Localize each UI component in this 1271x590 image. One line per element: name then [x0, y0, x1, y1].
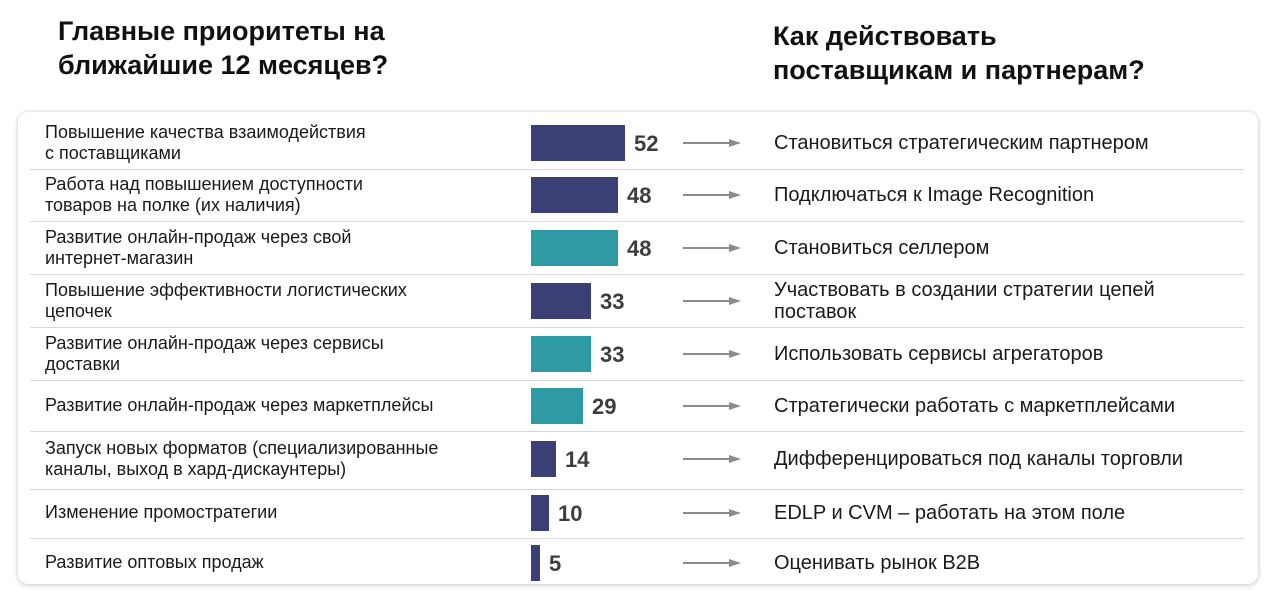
row-divider [30, 274, 1244, 275]
priority-bar-value: 29 [592, 394, 617, 419]
priority-label: Развитие оптовых продаж [45, 552, 264, 572]
priority-bar-value: 48 [627, 236, 652, 261]
right-arrow-icon [683, 350, 741, 358]
actions-heading-line-1: Как действовать [773, 21, 997, 51]
row-divider [30, 431, 1244, 432]
priority-label: Изменение промостратегии [45, 502, 278, 522]
priority-label: Развитие онлайн-продаж через маркетплейс… [45, 395, 434, 415]
action-label: Участвовать в создании стратегии цепей п… [774, 279, 1155, 323]
priority-label: Повышение качества взаимодействия с пост… [45, 122, 366, 163]
right-arrow-icon [683, 509, 741, 517]
priority-bar [531, 230, 618, 266]
right-arrow-icon [683, 455, 741, 463]
priorities-heading-line-2: ближайшие 12 месяцев? [58, 50, 389, 80]
action-label: Становиться селлером [774, 237, 990, 259]
priority-bar-value: 48 [627, 183, 652, 208]
priority-label: Развитие онлайн-продаж через свой интерн… [45, 227, 352, 268]
priority-bar [531, 336, 591, 372]
priorities-heading: Главные приоритеты на ближайшие 12 месяц… [58, 14, 388, 82]
priority-bar-value: 10 [558, 501, 583, 526]
action-label: Становиться стратегическим партнером [774, 132, 1149, 154]
row-divider [30, 327, 1244, 328]
action-label: Использовать сервисы агрегаторов [774, 343, 1104, 365]
right-arrow-icon [683, 191, 741, 199]
action-label: Стратегически работать с маркетплейсами [774, 395, 1176, 417]
priority-bar [531, 495, 549, 531]
priority-bar [531, 125, 625, 161]
priority-label: Повышение эффективности логистических це… [45, 280, 407, 321]
priority-bar [531, 441, 556, 477]
right-arrow-icon [683, 139, 741, 147]
row-divider [30, 538, 1244, 539]
priority-label: Работа над повышением доступности товаро… [45, 174, 363, 215]
priority-bar [531, 388, 583, 424]
priority-bar [531, 283, 591, 319]
right-arrow-icon [683, 244, 741, 252]
actions-heading-line-2: поставщикам и партнерам? [773, 55, 1145, 85]
priority-bar-value: 33 [600, 289, 625, 314]
row-divider [30, 489, 1244, 490]
priorities-card [18, 112, 1258, 584]
priority-bar [531, 177, 618, 213]
action-label: EDLP и CVM – работать на этом поле [774, 502, 1126, 524]
priority-label: Развитие онлайн-продаж через сервисы дос… [45, 333, 384, 374]
priority-bar [531, 545, 540, 581]
row-divider [30, 221, 1244, 222]
priority-bar-value: 33 [600, 342, 625, 367]
priority-bar-value: 14 [565, 447, 590, 472]
right-arrow-icon [683, 559, 741, 567]
row-divider [30, 169, 1244, 170]
row-divider [30, 380, 1244, 381]
right-arrow-icon [683, 297, 741, 305]
priority-label: Запуск новых форматов (специализированны… [45, 438, 439, 479]
right-arrow-icon [683, 402, 741, 410]
action-label: Оценивать рынок B2B [774, 552, 981, 574]
priorities-heading-line-1: Главные приоритеты на [58, 16, 385, 46]
priority-bar-value: 5 [549, 551, 562, 576]
actions-heading: Как действовать поставщикам и партнерам? [773, 19, 1145, 87]
action-label: Подключаться к Image Recognition [774, 184, 1095, 206]
priority-bar-value: 52 [634, 131, 659, 156]
action-label: Дифференцироваться под каналы торговли [774, 448, 1183, 470]
